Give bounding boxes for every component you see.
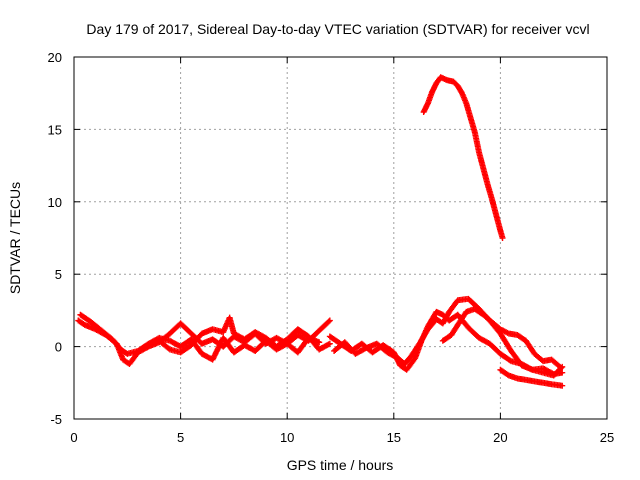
data-point <box>316 339 323 346</box>
y-tick-label: -5 <box>50 412 62 427</box>
series-track-h <box>420 74 506 241</box>
series-track-b <box>77 311 323 363</box>
data-point <box>506 357 513 364</box>
data-point <box>559 369 566 376</box>
x-tick-label: 25 <box>600 430 614 445</box>
data-point <box>326 317 333 324</box>
series-track-g <box>497 366 566 389</box>
x-tick-label: 5 <box>177 430 184 445</box>
y-tick-label: 15 <box>48 122 62 137</box>
series-track-f <box>439 305 564 370</box>
x-tick-label: 15 <box>387 430 401 445</box>
plot-frame <box>73 56 608 420</box>
y-tick-label: 0 <box>55 340 62 355</box>
y-tick-label: 20 <box>48 50 62 65</box>
data-point <box>557 363 564 370</box>
chart-title: Day 179 of 2017, Sidereal Day-to-day VTE… <box>86 21 589 37</box>
y-tick-label: 10 <box>48 195 62 210</box>
y-tick-label: 5 <box>55 267 62 282</box>
data-marks <box>75 74 566 389</box>
x-tick-label: 0 <box>70 430 77 445</box>
data-point <box>499 235 506 241</box>
data-point <box>559 382 566 389</box>
x-axis-label: GPS time / hours <box>287 457 394 473</box>
series-track-c <box>156 314 333 356</box>
data-point <box>326 340 333 347</box>
data-point <box>325 318 332 325</box>
x-tick-label: 20 <box>493 430 507 445</box>
axis-ticks: 0 5 10 15 20 25 -5 0 5 10 15 20 <box>48 50 615 445</box>
x-tick-label: 10 <box>280 430 294 445</box>
data-point <box>555 362 562 369</box>
y-axis-label: SDTVAR / TECUs <box>7 182 23 294</box>
